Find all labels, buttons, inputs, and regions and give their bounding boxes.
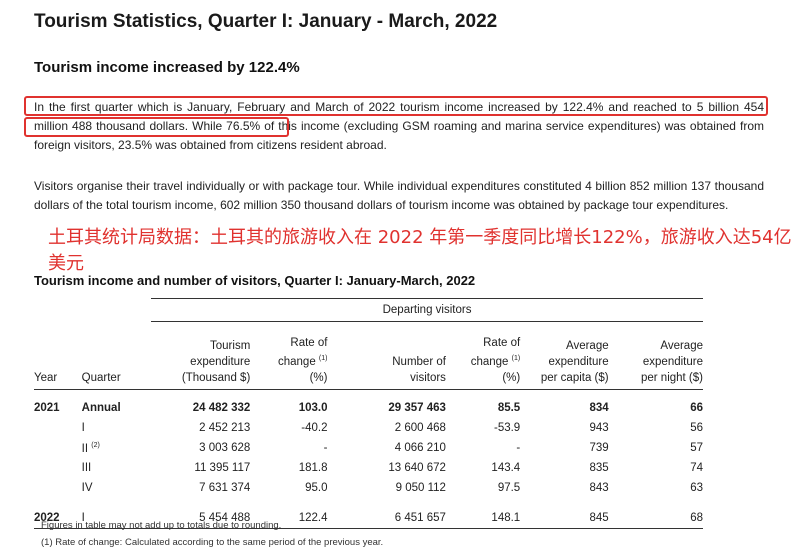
table-row: 2021 Annual 24 482 332 103.0 29 357 463 … (34, 402, 703, 414)
col-header-tourism-expenditure: Tourism expenditure (Thousand $) (151, 321, 251, 390)
col-header-rate-of-change-2: Rate of change (1) (%) (445, 321, 521, 390)
highlight-box-line2 (24, 117, 289, 137)
col-header-year: Year (34, 321, 76, 390)
table-footnote-rounding: Figures in table may not add up to total… (41, 520, 282, 531)
table-row: III 11 395 117 181.8 13 640 672 143.4 83… (81, 462, 703, 474)
col-header-number-of-visitors: Number of visitors (327, 321, 446, 390)
tourism-stats-table: Departing visitors Year Quarter Tourism … (34, 298, 703, 529)
table-row: 2022 I 5 454 488 122.4 6 451 657 148.1 8… (34, 508, 703, 529)
col-header-avg-expenditure-per-night: Average expenditure per night ($) (608, 321, 703, 390)
package-tour-paragraph: Visitors organise their travel individua… (34, 179, 764, 212)
group-header-departing-visitors: Departing visitors (151, 298, 703, 322)
income-paragraph: In the first quarter which is January, F… (34, 100, 764, 152)
table-row: IV 7 631 374 95.0 9 050 112 97.5 843 63 (81, 482, 703, 494)
col-header-rate-of-change-1: Rate of change (1) (%) (250, 321, 328, 390)
table-row: II (2) 3 003 628 - 4 066 210 - 739 57 (81, 441, 703, 455)
col-header-quarter: Quarter (75, 321, 152, 390)
table-footnote-rate: (1) Rate of change: Calculated according… (41, 537, 384, 548)
overlay-annotation: 土耳其统计局数据：土耳其的旅游收入在 2022 年第一季度同比增长122%，旅游… (48, 227, 792, 274)
table-row: I 2 452 213 -40.2 2 600 468 -53.9 943 56 (81, 422, 703, 434)
col-header-avg-expenditure-per-capita: Average expenditure per capita ($) (520, 321, 609, 390)
page-title: Tourism Statistics, Quarter I: January -… (34, 11, 498, 32)
section-heading: Tourism income increased by 122.4% (34, 59, 300, 76)
table-title: Tourism income and number of visitors, Q… (34, 273, 476, 288)
highlight-box-line1 (24, 96, 768, 116)
